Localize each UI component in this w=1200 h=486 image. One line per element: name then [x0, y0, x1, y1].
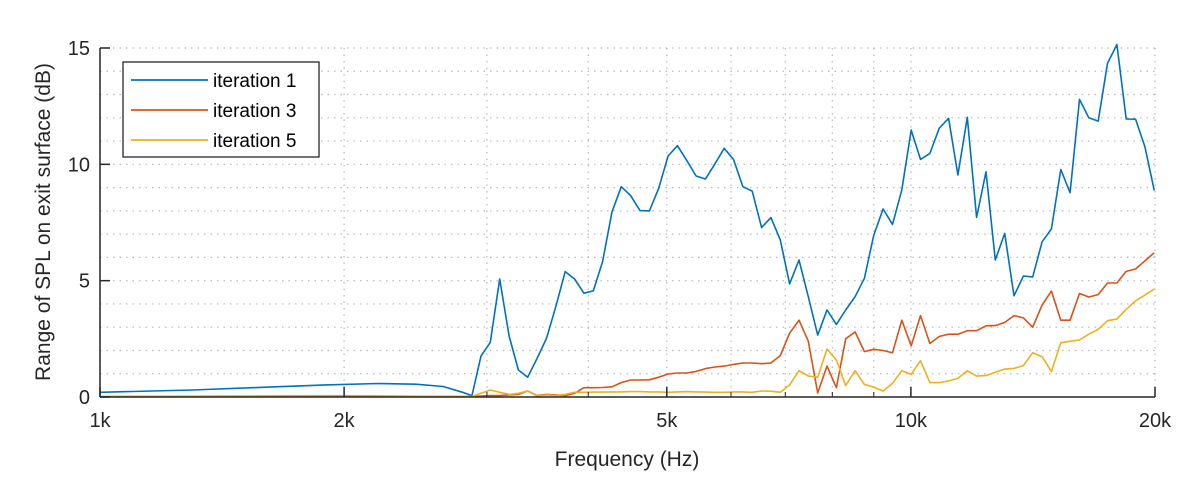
- legend-label-iteration-3: iteration 3: [213, 101, 296, 122]
- series-line-iteration-1: [99, 43, 1156, 397]
- x-tick-label: 5k: [656, 410, 678, 432]
- grid: [99, 47, 1156, 397]
- axes: 1k 2k 5k 10k 20k 0 5 10 15: [68, 38, 1172, 432]
- series-line-iteration-3: [99, 252, 1155, 398]
- legend: iteration 1 iteration 3 iteration 5: [122, 61, 320, 158]
- series-line-iteration-5: [99, 288, 1155, 398]
- x-axis-label: Frequency (Hz): [555, 448, 700, 471]
- series-lines: [99, 43, 1156, 398]
- y-tick-label: 0: [79, 387, 90, 409]
- x-tick-label: 1k: [89, 410, 111, 432]
- x-tick-label: 10k: [895, 410, 928, 432]
- y-tick-label: 15: [68, 38, 90, 60]
- x-tick-label: 20k: [1139, 410, 1172, 432]
- legend-label-iteration-1: iteration 1: [213, 71, 296, 92]
- x-tick-label: 2k: [334, 410, 356, 432]
- y-tick-label: 5: [79, 271, 90, 293]
- y-tick-label: 10: [68, 154, 90, 176]
- legend-label-iteration-5: iteration 5: [213, 131, 296, 152]
- y-axis-label: Range of SPL on exit surface (dB): [32, 63, 55, 381]
